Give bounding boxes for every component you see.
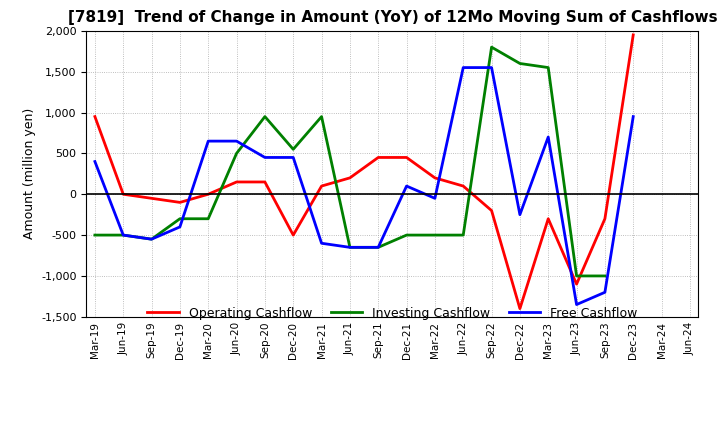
Investing Cashflow — [91, 232, 99, 238]
Investing Cashflow — [233, 151, 241, 156]
Free Cashflow — [261, 155, 269, 160]
Investing Cashflow — [516, 61, 524, 66]
Investing Cashflow — [459, 232, 467, 238]
Free Cashflow — [431, 196, 439, 201]
Free Cashflow — [176, 224, 184, 230]
Free Cashflow — [572, 302, 581, 307]
Free Cashflow — [516, 212, 524, 217]
Free Cashflow — [544, 134, 552, 139]
Operating Cashflow — [176, 200, 184, 205]
Investing Cashflow — [402, 232, 411, 238]
Investing Cashflow — [204, 216, 212, 221]
Free Cashflow — [289, 155, 297, 160]
Free Cashflow — [318, 241, 326, 246]
Investing Cashflow — [544, 65, 552, 70]
Operating Cashflow — [261, 180, 269, 185]
Operating Cashflow — [318, 183, 326, 189]
Free Cashflow — [629, 114, 637, 119]
Investing Cashflow — [572, 273, 581, 279]
Operating Cashflow — [346, 175, 354, 180]
Investing Cashflow — [119, 232, 127, 238]
Investing Cashflow — [148, 237, 156, 242]
Investing Cashflow — [487, 44, 496, 50]
Line: Investing Cashflow: Investing Cashflow — [95, 47, 605, 276]
Operating Cashflow — [431, 175, 439, 180]
Line: Operating Cashflow: Operating Cashflow — [95, 35, 633, 308]
Investing Cashflow — [176, 216, 184, 221]
Free Cashflow — [204, 139, 212, 144]
Investing Cashflow — [318, 114, 326, 119]
Title: [7819]  Trend of Change in Amount (YoY) of 12Mo Moving Sum of Cashflows: [7819] Trend of Change in Amount (YoY) o… — [68, 11, 717, 26]
Operating Cashflow — [119, 191, 127, 197]
Legend: Operating Cashflow, Investing Cashflow, Free Cashflow: Operating Cashflow, Investing Cashflow, … — [143, 302, 642, 325]
Operating Cashflow — [289, 232, 297, 238]
Free Cashflow — [402, 183, 411, 189]
Free Cashflow — [600, 290, 609, 295]
Free Cashflow — [374, 245, 382, 250]
Operating Cashflow — [148, 196, 156, 201]
Free Cashflow — [148, 237, 156, 242]
Operating Cashflow — [204, 191, 212, 197]
Free Cashflow — [459, 65, 467, 70]
Investing Cashflow — [431, 232, 439, 238]
Investing Cashflow — [600, 273, 609, 279]
Free Cashflow — [346, 245, 354, 250]
Operating Cashflow — [402, 155, 411, 160]
Investing Cashflow — [346, 245, 354, 250]
Operating Cashflow — [233, 180, 241, 185]
Operating Cashflow — [459, 183, 467, 189]
Operating Cashflow — [600, 216, 609, 221]
Investing Cashflow — [261, 114, 269, 119]
Free Cashflow — [119, 232, 127, 238]
Operating Cashflow — [572, 282, 581, 287]
Operating Cashflow — [544, 216, 552, 221]
Operating Cashflow — [374, 155, 382, 160]
Investing Cashflow — [289, 147, 297, 152]
Free Cashflow — [233, 139, 241, 144]
Investing Cashflow — [374, 245, 382, 250]
Operating Cashflow — [487, 208, 496, 213]
Operating Cashflow — [516, 306, 524, 311]
Free Cashflow — [91, 159, 99, 164]
Y-axis label: Amount (million yen): Amount (million yen) — [22, 108, 35, 239]
Free Cashflow — [487, 65, 496, 70]
Line: Free Cashflow: Free Cashflow — [95, 68, 633, 304]
Operating Cashflow — [629, 32, 637, 37]
Operating Cashflow — [91, 114, 99, 119]
